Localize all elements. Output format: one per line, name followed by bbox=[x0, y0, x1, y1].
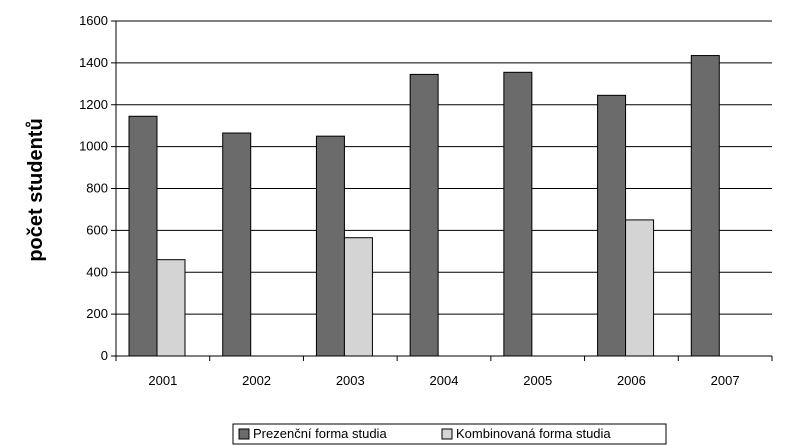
y-tick-label: 600 bbox=[86, 222, 108, 237]
grid-lines bbox=[116, 20, 772, 315]
x-tick-label: 2002 bbox=[242, 373, 271, 388]
y-tick-label: 200 bbox=[86, 306, 108, 321]
y-axis-label: počet studentů bbox=[25, 118, 47, 261]
legend-swatch-prezencni bbox=[238, 428, 250, 440]
axes bbox=[111, 20, 773, 361]
y-tick-label: 1000 bbox=[79, 139, 108, 154]
bar-kombinovana-2001 bbox=[156, 259, 186, 357]
bar-prezencni-2002 bbox=[222, 132, 252, 357]
y-tick-label: 0 bbox=[101, 348, 108, 363]
legend-swatch-kombinovana bbox=[441, 428, 453, 440]
bar-prezencni-2006 bbox=[597, 94, 627, 357]
legend-label-kombinovana: Kombinovaná forma studia bbox=[456, 426, 611, 441]
x-tick-label: 2006 bbox=[617, 373, 646, 388]
bar-prezencni-2003 bbox=[315, 135, 345, 357]
x-tick-label: 2007 bbox=[711, 373, 740, 388]
bar-kombinovana-2006 bbox=[625, 219, 655, 357]
x-tick-label: 2004 bbox=[430, 373, 459, 388]
legend: Prezenční forma studia Kombinovaná forma… bbox=[232, 423, 667, 445]
legend-label-prezencni: Prezenční forma studia bbox=[253, 426, 387, 441]
y-tick-labels: 0 200 400 600 800 1000 1200 1400 1600 bbox=[79, 13, 108, 363]
bar-prezencni-2004 bbox=[409, 73, 439, 357]
bar-prezencni-2005 bbox=[503, 71, 533, 357]
bar-kombinovana-2003 bbox=[343, 237, 373, 357]
y-tick-label: 400 bbox=[86, 264, 108, 279]
bar-prezencni-2007 bbox=[690, 55, 720, 357]
bar-prezencni-2001 bbox=[128, 115, 158, 357]
x-tick-labels: 2001 2002 2003 2004 2005 2006 2007 bbox=[148, 373, 739, 388]
y-tick-label: 1200 bbox=[79, 97, 108, 112]
x-tick-label: 2003 bbox=[336, 373, 365, 388]
x-tick-label: 2005 bbox=[523, 373, 552, 388]
y-tick-label: 1600 bbox=[79, 13, 108, 28]
x-tick-label: 2001 bbox=[148, 373, 177, 388]
y-tick-label: 800 bbox=[86, 181, 108, 196]
bars bbox=[128, 55, 720, 357]
y-tick-label: 1400 bbox=[79, 55, 108, 70]
